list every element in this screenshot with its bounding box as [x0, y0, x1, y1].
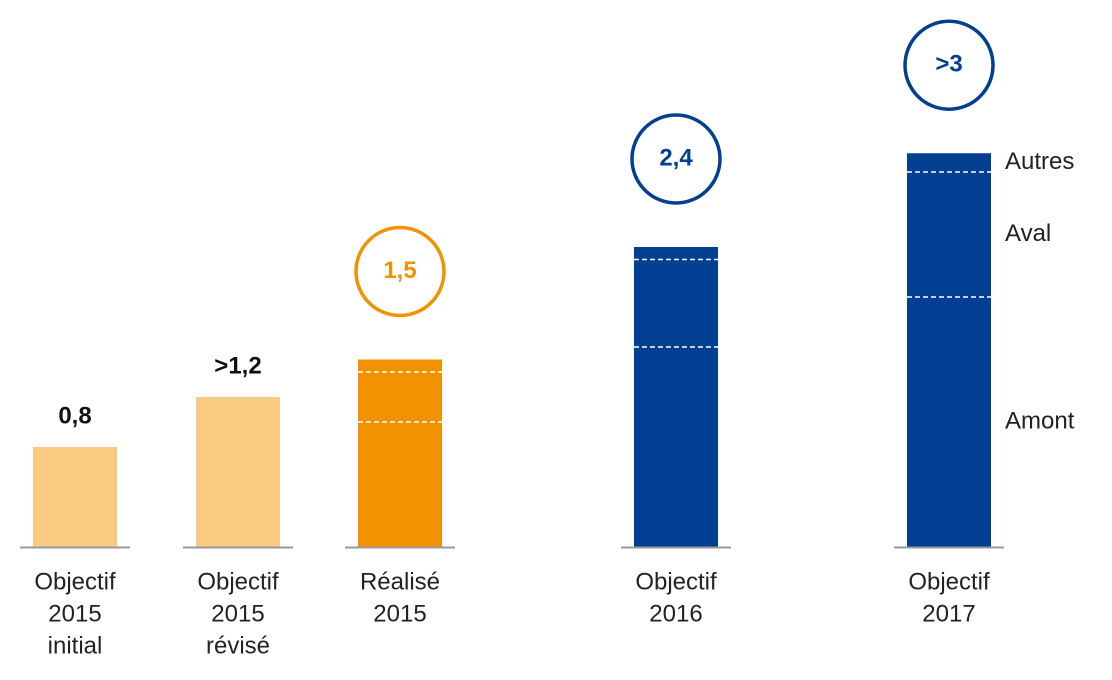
bar-segment [358, 422, 442, 547]
legend-label: Aval [1005, 220, 1051, 247]
bar-segment [907, 153, 991, 172]
x-tick-label: Objectif [34, 568, 116, 595]
value-label: 2,4 [659, 144, 693, 171]
value-label: 0,8 [58, 402, 91, 429]
value-circle [630, 113, 722, 205]
bar-segment [196, 397, 280, 547]
bar-segment [634, 347, 718, 547]
x-tick-label: Objectif [635, 568, 717, 595]
bar-segment [33, 447, 117, 547]
x-tick-label: Objectif [908, 568, 990, 595]
value-label: 1,5 [383, 257, 416, 284]
x-tick-label: 2015 [211, 600, 264, 627]
bar-segment [634, 259, 718, 347]
x-tick-label: Objectif [197, 568, 279, 595]
bar-segment [907, 172, 991, 297]
value-label: >1,2 [214, 352, 261, 379]
x-tick-label: 2015 [48, 600, 101, 627]
legend-label: Autres [1005, 148, 1074, 175]
x-tick-label: 2015 [373, 600, 426, 627]
x-tick-label: 2016 [649, 600, 702, 627]
bar-segment [634, 247, 718, 260]
x-tick-label: 2017 [922, 600, 975, 627]
bar-segment [907, 297, 991, 547]
value-circle [903, 19, 995, 111]
x-tick-label: Réalisé [360, 568, 440, 595]
legend-label: Amont [1005, 407, 1075, 434]
value-circle [354, 225, 446, 318]
bar-segment [358, 372, 442, 422]
value-label: >3 [935, 51, 962, 78]
x-tick-label: révisé [206, 632, 270, 659]
bar-segment [358, 359, 442, 372]
x-tick-label: initial [48, 632, 103, 659]
